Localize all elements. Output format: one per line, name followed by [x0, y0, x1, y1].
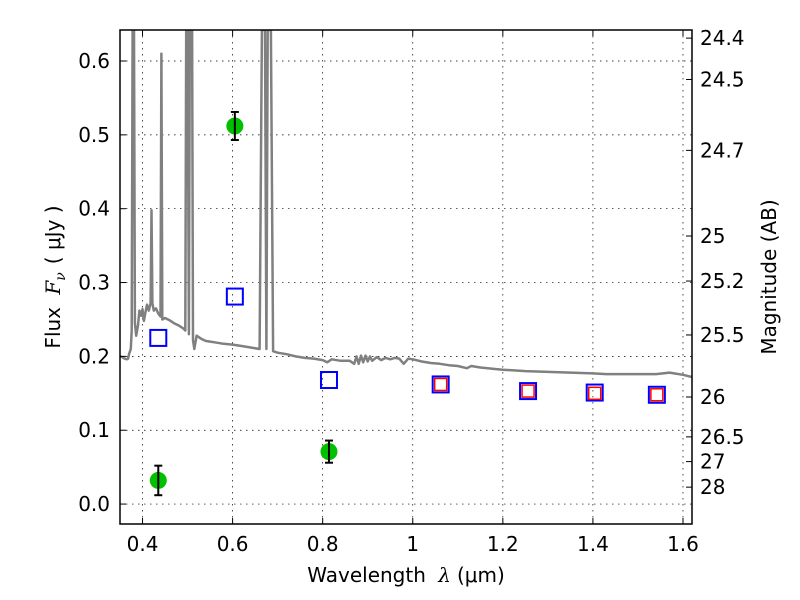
y-tick-label: 0.2 [78, 344, 110, 368]
model-square-marker-inner [521, 384, 535, 398]
y2-tick-label: 25 [700, 224, 725, 248]
y2-tick-label: 26 [700, 385, 725, 409]
y-tick-label: 0.6 [78, 49, 110, 73]
spectrum-line [120, 30, 692, 379]
x-tick-label: 0.6 [217, 532, 249, 556]
y-tick-label: 0.3 [78, 271, 110, 295]
x-axis-label: Wavelength λ (μm) [307, 563, 505, 587]
x-tick-label: 1.2 [487, 532, 519, 556]
y-axis-label: Flux Fν( μJy ) [41, 205, 69, 348]
plot-area-background [120, 30, 692, 524]
x-tick-label: 1.6 [667, 532, 699, 556]
y2-tick-label: 24.4 [700, 26, 745, 50]
model-square-marker [431, 375, 450, 394]
model-square-marker [149, 328, 168, 347]
model-square-marker [225, 287, 244, 306]
model-square-marker [585, 383, 604, 402]
model-square-marker [647, 385, 666, 404]
y2-tick-label: 26.5 [700, 425, 745, 449]
model-square-marker-inner [650, 388, 664, 402]
y2-tick-label: 25.5 [700, 323, 745, 347]
y2-tick-label: 28 [700, 475, 725, 499]
y-tick-label: 0.4 [78, 197, 110, 221]
series-layer [120, 30, 692, 497]
x-tick-label: 0.4 [127, 532, 159, 556]
y-tick-label: 0.1 [78, 418, 110, 442]
axis-ticks [120, 30, 692, 524]
y2-tick-label: 24.5 [700, 67, 745, 91]
gridlines [120, 30, 692, 524]
model-square-marker-inner [587, 386, 602, 401]
y2-tick-label: 25.2 [700, 269, 745, 293]
x-tick-label: 1 [406, 532, 419, 556]
y-tick-label: 0.5 [78, 123, 110, 147]
y2-tick-label: 24.7 [700, 138, 745, 162]
x-tick-label: 0.8 [307, 532, 339, 556]
model-square-marker [319, 371, 338, 390]
tick-labels: 0.4 0.6 0.8 1 1.2 1.4 1.6 0.0 0.1 0.2 0.3 0.4 0.5 0.6… [78, 26, 744, 556]
plot-frame [119, 29, 693, 525]
model-square-marker-inner [433, 377, 448, 392]
y2-axis-label: Magnitude (AB) [757, 199, 781, 354]
x-tick-label: 1.4 [577, 532, 609, 556]
model-square-marker [519, 382, 538, 401]
y2-tick-label: 27 [700, 450, 725, 474]
y-tick-label: 0.0 [78, 492, 110, 516]
